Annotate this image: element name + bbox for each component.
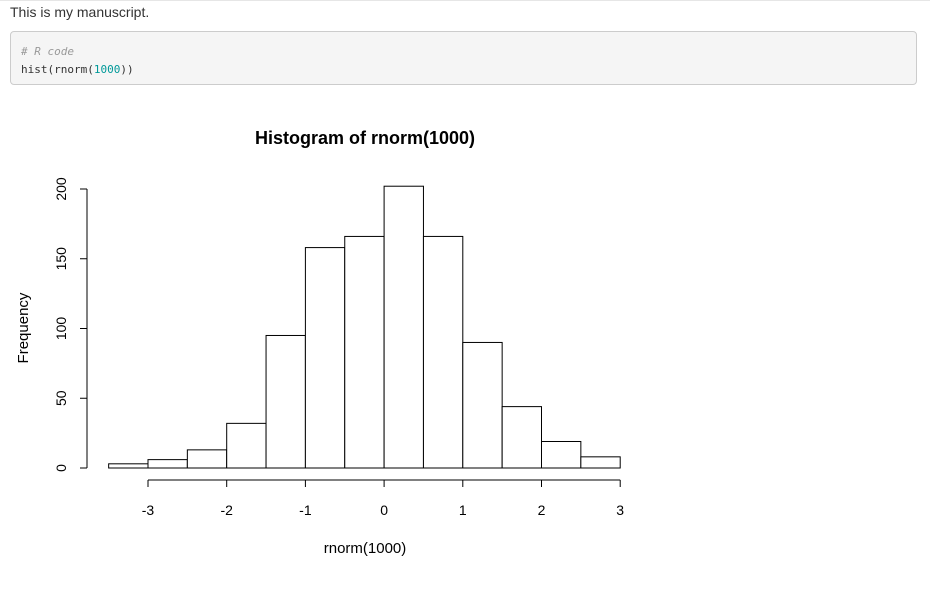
histogram-bar [422, 235, 464, 469]
histogram-bar [580, 456, 621, 469]
chart-title: Histogram of rnorm(1000) [255, 128, 475, 148]
x-tick-label: 0 [380, 502, 388, 518]
top-divider [0, 0, 930, 1]
histogram-bar [383, 185, 424, 469]
y-tick-label: 100 [53, 317, 69, 341]
y-tick-label: 50 [53, 390, 69, 406]
histogram-bar [186, 449, 228, 469]
x-axis: -3 -2 -1 0 1 2 3 [142, 479, 624, 518]
y-tick-label: 200 [53, 177, 69, 201]
x-tick-label: 2 [538, 502, 546, 518]
code-line: hist(rnorm(1000)) [21, 61, 906, 79]
x-tick-label: -3 [142, 502, 155, 518]
x-tick-label: -2 [220, 502, 233, 518]
y-tick-label: 0 [53, 464, 69, 472]
histogram-bar [226, 422, 267, 469]
x-tick-label: 3 [616, 502, 624, 518]
x-tick-label: -1 [299, 502, 312, 518]
y-axis: 0 50 100 150 200 [53, 177, 88, 472]
code-call: hist(rnorm( [21, 63, 94, 76]
histogram-bar [108, 463, 149, 469]
histogram-bar [147, 459, 188, 469]
y-tick-label: 150 [53, 247, 69, 271]
histogram-plot: Histogram of rnorm(1000) -3 -2 -1 0 1 2 3 0 50 1… [15, 128, 624, 557]
histogram-bar [344, 235, 385, 469]
histogram-bar [265, 334, 306, 469]
code-comment: # R code [21, 45, 74, 58]
histogram-bar [501, 406, 542, 469]
bars-group [108, 185, 621, 469]
histogram-bar [304, 247, 346, 469]
code-block: # R code hist(rnorm(1000)) [10, 31, 917, 85]
histogram-bar [541, 440, 582, 469]
code-call-end: )) [120, 63, 134, 76]
x-axis-label: rnorm(1000) [324, 540, 407, 557]
histogram-bar [462, 341, 503, 469]
code-number: 1000 [93, 63, 121, 76]
manuscript-text: This is my manuscript. [10, 4, 150, 20]
y-axis-label: Frequency [15, 292, 32, 363]
x-tick-label: 1 [459, 502, 467, 518]
